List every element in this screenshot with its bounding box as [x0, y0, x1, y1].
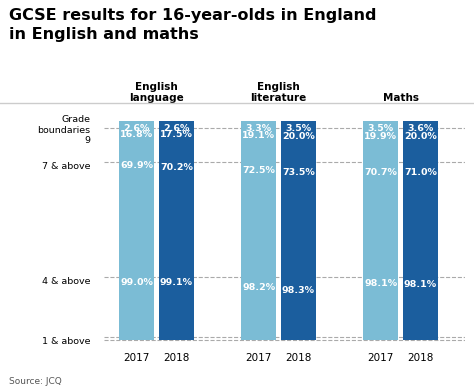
Text: 69.9%: 69.9% [120, 161, 153, 170]
Bar [403, 121, 438, 340]
Text: 3.3%: 3.3% [246, 124, 272, 133]
Text: 73.5%: 73.5% [282, 168, 315, 177]
Text: English
literature: English literature [250, 81, 307, 103]
Text: 3.5%: 3.5% [368, 124, 394, 133]
Bar [241, 121, 276, 340]
Text: 2.6%: 2.6% [163, 124, 190, 133]
Text: English
language: English language [129, 81, 184, 103]
Text: 20.0%: 20.0% [282, 132, 315, 141]
Bar [159, 121, 194, 340]
Text: 17.5%: 17.5% [160, 130, 193, 139]
Text: 16.8%: 16.8% [120, 130, 154, 139]
Bar [119, 121, 154, 340]
Text: 4 & above: 4 & above [42, 277, 91, 286]
Text: 71.0%: 71.0% [404, 168, 437, 177]
Text: Source: JCQ: Source: JCQ [9, 377, 62, 386]
Text: 98.1%: 98.1% [365, 279, 397, 288]
Text: Grade
boundaries
9: Grade boundaries 9 [37, 115, 91, 145]
Text: 1 & above: 1 & above [42, 337, 91, 346]
Bar [364, 121, 398, 340]
Text: 70.2%: 70.2% [160, 163, 193, 171]
Text: 20.0%: 20.0% [404, 132, 437, 141]
Text: 3.6%: 3.6% [407, 124, 434, 133]
Text: Maths: Maths [383, 93, 419, 103]
Text: 2.6%: 2.6% [124, 124, 150, 133]
Text: 99.0%: 99.0% [120, 277, 153, 287]
Text: 98.3%: 98.3% [282, 286, 315, 294]
Text: GCSE results for 16-year-olds in England
in English and maths: GCSE results for 16-year-olds in England… [9, 8, 377, 42]
Text: 19.9%: 19.9% [365, 132, 397, 141]
Text: 3.5%: 3.5% [285, 124, 311, 133]
Text: PA: PA [430, 367, 448, 381]
Bar [281, 121, 316, 340]
Text: 7 & above: 7 & above [42, 162, 91, 171]
Text: 98.2%: 98.2% [242, 283, 275, 292]
Text: 70.7%: 70.7% [365, 168, 397, 177]
Text: 19.1%: 19.1% [242, 131, 275, 140]
Text: 99.1%: 99.1% [160, 278, 193, 287]
Text: 72.5%: 72.5% [242, 166, 275, 175]
Text: 98.1%: 98.1% [404, 280, 437, 289]
